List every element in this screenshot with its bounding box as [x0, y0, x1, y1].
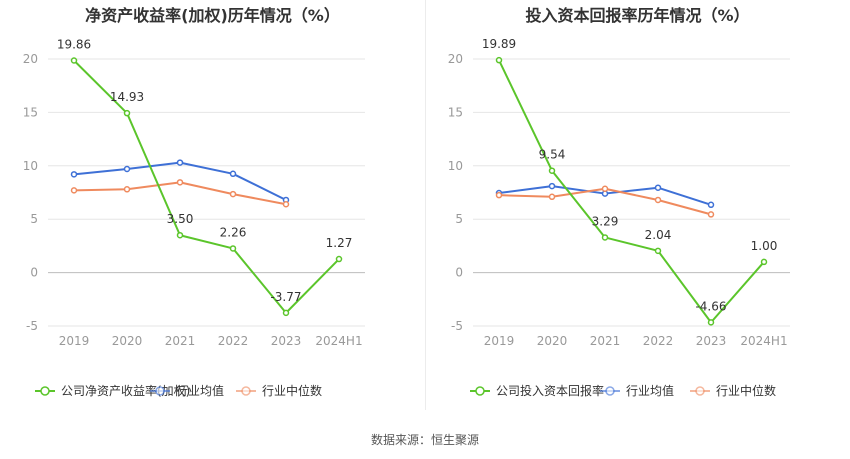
data-point	[601, 234, 609, 241]
y-tick-label: 0	[30, 266, 38, 280]
data-point	[176, 179, 184, 186]
x-tick-label: 2021	[165, 334, 196, 348]
x-tick-label: 2021	[590, 334, 621, 348]
series-line	[73, 59, 340, 314]
y-tick-label: 15	[23, 105, 38, 119]
y-tick-label: 10	[448, 159, 463, 173]
legend-label: 行业中位数	[262, 383, 322, 398]
legend-label: 公司投入资本回报率	[496, 383, 604, 398]
data-point	[495, 191, 503, 199]
x-tick-label: 2020	[537, 334, 568, 348]
data-point	[654, 184, 662, 191]
x-tick-label: 2019	[59, 334, 90, 348]
x-tick-label: 2024H1	[315, 334, 362, 348]
data-label: 1.27	[326, 236, 353, 250]
data-point	[70, 57, 78, 64]
roic-chart-panel: 投入资本回报率历年情况（%） 20 15 10 5 0 -5 2019 2020 2021 202…	[425, 0, 850, 410]
data-point	[760, 258, 768, 266]
legend-swatch-marker	[605, 386, 615, 396]
data-label: 2.26	[220, 225, 247, 239]
legend-item[interactable]: 行业均值	[600, 383, 674, 398]
legend-swatch-marker	[695, 386, 705, 396]
y-tick-label: -5	[26, 319, 38, 333]
chart-title: 净资产收益率(加权)历年情况（%）	[85, 6, 340, 25]
data-point	[548, 193, 556, 201]
data-point	[70, 187, 78, 194]
roe-chart: 20 15 10 5 0 -5 2019 2020 2021 2022 2023 2024H1 19.8…	[23, 37, 365, 398]
data-label: 9.54	[539, 148, 566, 162]
data-point	[123, 186, 131, 193]
data-label: 19.86	[57, 37, 91, 51]
data-point	[654, 196, 662, 204]
data-point	[123, 165, 131, 173]
x-tick-label: 2022	[643, 334, 674, 348]
legend-swatch-marker	[241, 386, 251, 396]
legend-label: 行业中位数	[716, 383, 776, 398]
legend-swatch-marker	[475, 386, 485, 396]
x-tick-label: 2024H1	[740, 334, 787, 348]
y-tick-label: 5	[30, 212, 38, 226]
y-tick-label: 15	[448, 105, 463, 119]
data-label: 2.04	[645, 228, 672, 242]
data-point	[495, 56, 503, 64]
series-line	[73, 181, 287, 206]
roe-chart-panel: 净资产收益率(加权)历年情况（%） 20 15 10 5 0 -5 2019 2020 2021…	[0, 0, 425, 410]
data-point	[335, 255, 343, 263]
legend-swatch-marker	[40, 386, 50, 396]
data-point	[229, 170, 237, 178]
data-point	[282, 200, 290, 208]
panel-divider	[425, 0, 426, 410]
data-point	[707, 319, 715, 326]
legend-item[interactable]: 公司投入资本回报率	[470, 383, 604, 398]
chart-title: 投入资本回报率历年情况（%）	[525, 6, 750, 25]
legend-item[interactable]: 行业中位数	[690, 383, 776, 398]
x-tick-label: 2023	[271, 334, 302, 348]
roic-chart: 20 15 10 5 0 -5 2019 2020 2021 2022 2023 2024H1 19.8…	[448, 37, 790, 398]
legend-label: 公司净资产收益率(加权)	[61, 383, 190, 398]
y-tick-label: 0	[455, 266, 463, 280]
data-label: 3.29	[592, 214, 619, 228]
data-label: 3.50	[167, 212, 194, 226]
legend-swatch-marker	[155, 386, 165, 396]
y-tick-label: 20	[448, 52, 463, 66]
data-label: 19.89	[482, 37, 516, 51]
data-point	[229, 190, 237, 198]
data-point	[548, 167, 556, 174]
data-point	[176, 231, 184, 239]
x-tick-label: 2022	[218, 334, 249, 348]
data-label: 14.93	[110, 90, 144, 104]
y-tick-label: 5	[455, 212, 463, 226]
data-point	[282, 309, 290, 317]
legend-item[interactable]: 行业中位数	[236, 383, 322, 398]
y-tick-label: -5	[451, 319, 463, 333]
data-point	[654, 247, 662, 255]
data-label: 1.00	[751, 239, 778, 253]
legend-label: 行业均值	[626, 383, 674, 398]
data-point	[707, 201, 715, 209]
y-tick-label: 10	[23, 159, 38, 173]
x-tick-label: 2020	[112, 334, 143, 348]
series-line	[498, 59, 765, 324]
data-point	[176, 159, 184, 166]
data-point	[70, 171, 78, 178]
x-tick-label: 2023	[696, 334, 727, 348]
data-label: -3.77	[270, 290, 301, 304]
data-source: 数据来源：恒生聚源	[370, 433, 479, 447]
legend-item[interactable]: 行业均值	[150, 383, 224, 398]
data-point	[123, 109, 131, 117]
data-label: -4.66	[695, 299, 726, 313]
data-point	[707, 211, 715, 218]
data-point	[548, 182, 556, 190]
data-point	[229, 245, 237, 252]
x-tick-label: 2019	[484, 334, 515, 348]
y-tick-label: 20	[23, 52, 38, 66]
legend-label: 行业均值	[176, 383, 224, 398]
data-point	[601, 185, 609, 193]
